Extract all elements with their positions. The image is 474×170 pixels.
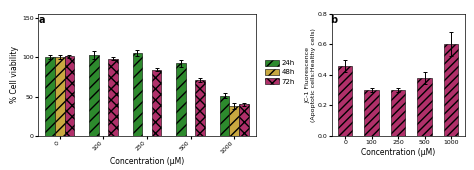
Bar (239, 104, 248, 136)
Bar (391, 90, 405, 136)
Bar (365, 90, 379, 136)
Text: b: b (330, 15, 337, 25)
Bar (220, 96, 229, 136)
Bar (444, 44, 458, 136)
Bar (55, 57, 64, 136)
Bar (89, 55, 99, 136)
Bar (152, 70, 161, 136)
Legend: 24h, 48h, 72h: 24h, 48h, 72h (264, 59, 296, 86)
Bar (176, 63, 186, 136)
Y-axis label: JC-1 Fluorescence
(Apoptotic cells:Healthy cells): JC-1 Fluorescence (Apoptotic cells:Healt… (306, 28, 316, 122)
X-axis label: Concentration (μM): Concentration (μM) (110, 157, 184, 166)
Bar (195, 80, 205, 136)
Bar (338, 66, 352, 136)
Bar (418, 78, 432, 136)
X-axis label: Concentration (μM): Concentration (μM) (361, 148, 435, 157)
Bar (229, 106, 239, 136)
Bar (46, 57, 55, 136)
Y-axis label: % Cell viability: % Cell viability (10, 46, 19, 103)
Bar (133, 53, 142, 136)
Bar (108, 59, 118, 136)
Text: a: a (39, 15, 46, 25)
Bar (64, 56, 74, 136)
